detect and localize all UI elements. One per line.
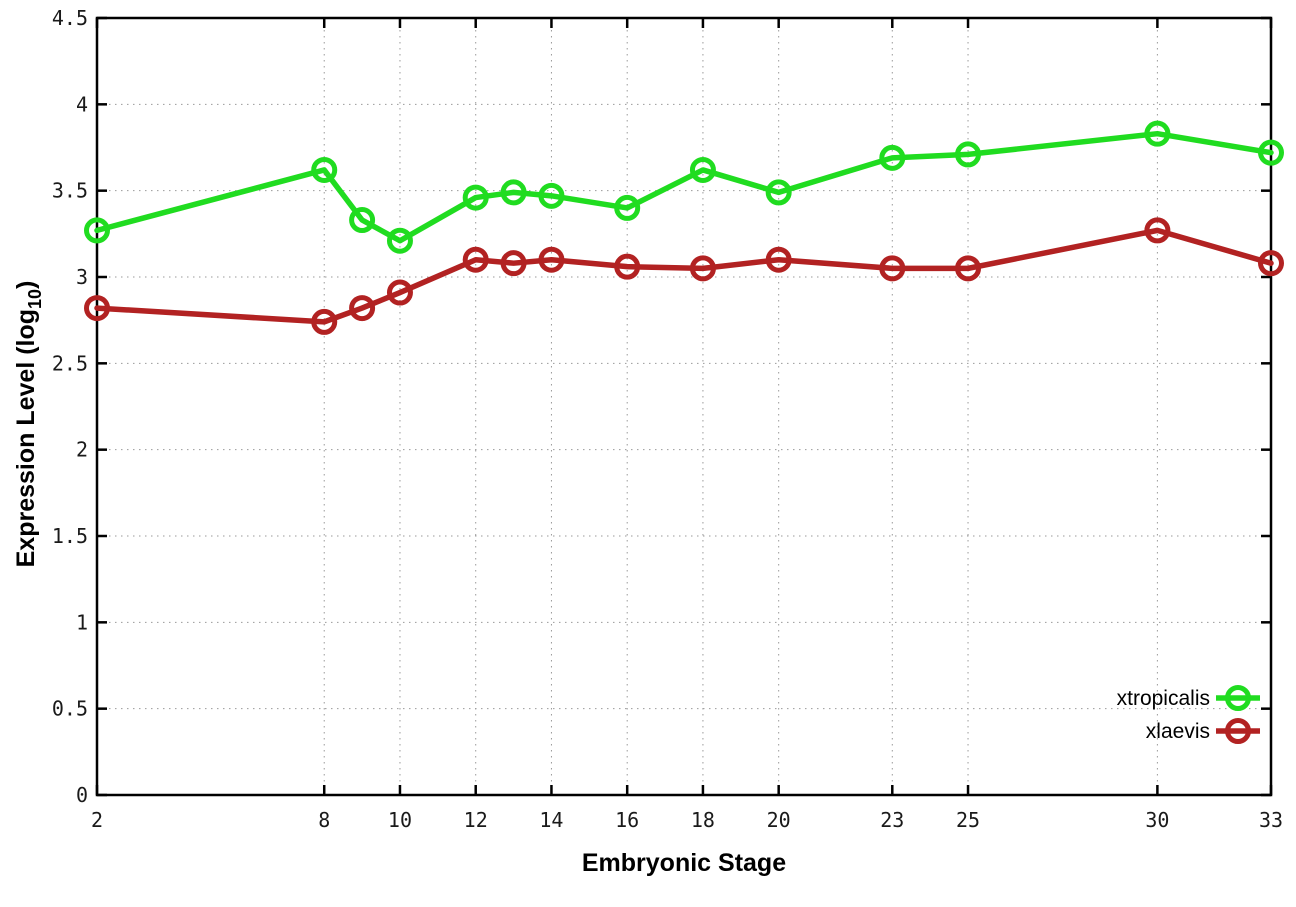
x-tick-label: 25 <box>956 808 980 832</box>
x-tick-label: 33 <box>1259 808 1283 832</box>
data-point-xlaevis <box>879 255 906 282</box>
series-xtropicalis <box>84 120 1284 254</box>
data-point-xlaevis <box>689 255 716 282</box>
data-point-xlaevis <box>538 246 565 273</box>
x-tick-label: 30 <box>1145 808 1169 832</box>
data-point-xtropicalis <box>955 141 982 168</box>
legend-label-xtropicalis: xtropicalis <box>1117 687 1210 710</box>
data-point-xtropicalis <box>311 156 338 183</box>
data-point-xtropicalis <box>1144 120 1171 147</box>
y-tick-label: 3 <box>76 265 88 289</box>
y-tick-label: 4.5 <box>52 6 88 30</box>
x-tick-label: 12 <box>464 808 488 832</box>
data-point-xlaevis <box>462 246 489 273</box>
y-tick-label: 4 <box>76 92 88 116</box>
data-point-xtropicalis <box>879 144 906 171</box>
y-axis-label-subscript: 10 <box>25 289 45 309</box>
series-xlaevis <box>84 217 1284 335</box>
y-axis-label-main: Expression Level (log <box>12 309 40 567</box>
x-tick-label: 20 <box>767 808 791 832</box>
data-point-xlaevis <box>1258 250 1284 277</box>
data-point-xlaevis <box>765 246 792 273</box>
data-point-xlaevis <box>955 255 982 282</box>
y-tick-label: 3.5 <box>52 179 88 203</box>
y-tick-label: 1.5 <box>52 524 88 548</box>
data-point-xtropicalis <box>538 182 565 209</box>
legend-marker-circle-icon <box>1225 685 1251 711</box>
y-tick-label: 0 <box>76 783 88 807</box>
x-tick-label: 18 <box>691 808 715 832</box>
series-line-xlaevis <box>94 227 1274 325</box>
data-point-xtropicalis <box>765 179 792 206</box>
data-point-xtropicalis <box>500 179 527 206</box>
y-tick-label: 2 <box>76 438 88 462</box>
series-line-xtropicalis <box>94 130 1274 244</box>
x-tick-label: 16 <box>615 808 639 832</box>
data-point-xtropicalis <box>84 217 110 244</box>
series <box>84 120 1284 335</box>
data-point-xlaevis <box>500 250 527 277</box>
y-tick-label: 0.5 <box>52 697 88 721</box>
legend-marker-circle-icon <box>1225 718 1251 744</box>
x-axis-label: Embryonic Stage <box>582 849 786 877</box>
x-tick-label: 14 <box>539 808 563 832</box>
data-point-xtropicalis <box>1258 139 1284 166</box>
data-point-xtropicalis <box>614 194 641 221</box>
data-point-xlaevis <box>1144 217 1171 244</box>
x-tick-label: 10 <box>388 808 412 832</box>
data-point-xlaevis <box>84 295 110 322</box>
data-point-xlaevis <box>386 279 413 306</box>
x-tick-label: 8 <box>318 808 330 832</box>
x-tick-label: 23 <box>880 808 904 832</box>
legend: xtropicalis xlaevis <box>1117 685 1260 744</box>
grid <box>97 18 1271 795</box>
plot-border <box>95 16 1273 797</box>
data-point-xtropicalis <box>462 184 489 211</box>
data-point-xlaevis <box>614 253 641 280</box>
data-point-xtropicalis <box>689 156 716 183</box>
legend-label-xlaevis: xlaevis <box>1146 720 1210 743</box>
data-point-xtropicalis <box>386 227 413 254</box>
tick-labels: 2 8 10 12 14 16 18 20 23 25 30 33 0 0.5 1 1.5 2 2.5 3 3.5 4 4… <box>52 6 1283 832</box>
x-tick-label: 2 <box>91 808 103 832</box>
y-tick-label: 2.5 <box>52 351 88 375</box>
data-point-xlaevis <box>311 308 338 335</box>
y-tick-label: 1 <box>76 610 88 634</box>
y-axis-label: Expression Level (log10) <box>12 281 45 568</box>
tick-marks <box>95 16 1273 797</box>
data-point-xtropicalis <box>349 207 376 234</box>
y-axis-label-end: ) <box>12 281 40 289</box>
data-point-xlaevis <box>349 295 376 322</box>
